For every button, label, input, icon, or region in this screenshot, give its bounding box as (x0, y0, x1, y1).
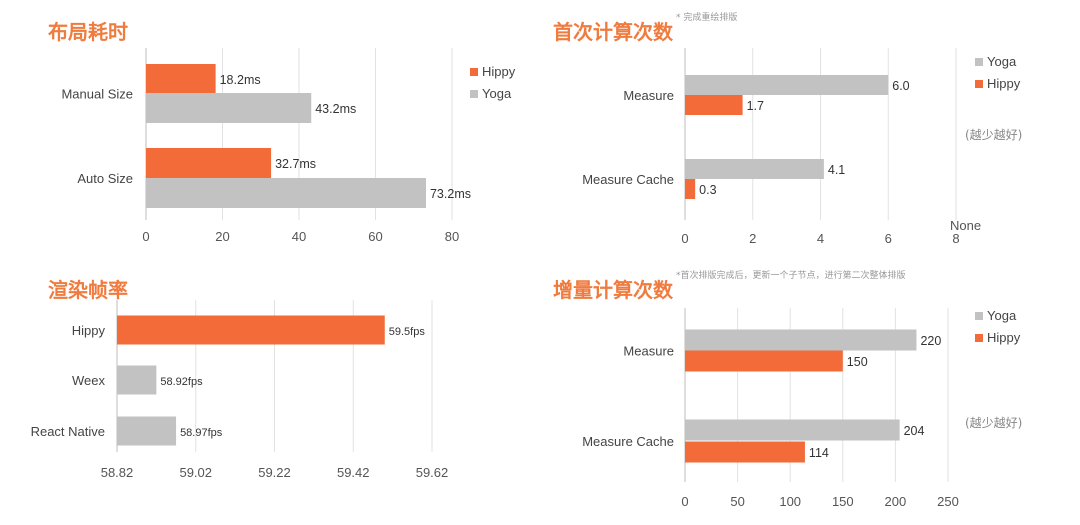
bar-value (117, 416, 177, 446)
category-label: React Native (31, 424, 105, 439)
chart-title-layout-time: 布局耗时 (48, 20, 128, 44)
legend-label: Yoga (482, 86, 512, 101)
x-tick-label: 100 (779, 494, 801, 509)
category-label: Measure (623, 344, 674, 359)
data-label: 204 (904, 424, 925, 438)
x-tick-label: 4 (817, 231, 824, 246)
x-tick-label: 200 (885, 494, 907, 509)
x-tick-label: 0 (681, 494, 688, 509)
legend-swatch (470, 68, 478, 76)
bar-hippy (685, 95, 743, 115)
data-label: 58.92fps (160, 376, 203, 388)
x-tick-label: 20 (215, 229, 229, 244)
data-label: 73.2ms (430, 187, 471, 201)
bar-yoga (146, 93, 312, 123)
legend-label: Yoga (987, 54, 1017, 69)
x-tick-label: 0 (681, 231, 688, 246)
legend-label: Hippy (987, 330, 1021, 345)
bar-hippy (685, 179, 696, 199)
data-label: 32.7ms (275, 157, 316, 171)
bar-hippy (685, 350, 843, 372)
chart-aside-incremental: (越少越好) (965, 416, 1023, 430)
x-tick-label: 59.62 (416, 465, 449, 480)
x-tick-label: 58.82 (101, 465, 134, 480)
legend-swatch (975, 312, 983, 320)
x-tick-label: 59.02 (179, 465, 212, 480)
category-label: Manual Size (61, 87, 133, 102)
x-tick-label: 59.22 (258, 465, 291, 480)
bar-yoga (685, 75, 889, 95)
legend-swatch (975, 334, 983, 342)
data-label: 150 (847, 355, 868, 369)
data-label: 4.1 (828, 163, 845, 177)
category-label: Auto Size (77, 171, 133, 186)
x-tick-label: 40 (292, 229, 306, 244)
x-tick-label: 150 (832, 494, 854, 509)
bar-yoga (146, 178, 426, 208)
category-label: Measure Cache (582, 172, 674, 187)
data-label: 18.2ms (220, 73, 261, 87)
legend-swatch (975, 80, 983, 88)
x-tick-label: 50 (730, 494, 744, 509)
data-label: 1.7 (747, 99, 764, 113)
category-label: Measure (623, 88, 674, 103)
legend-swatch (470, 90, 478, 98)
legend-swatch (975, 58, 983, 66)
bar-hippy (146, 148, 272, 178)
data-label: 6.0 (892, 79, 909, 93)
bar-yoga (685, 159, 824, 179)
legend-label: Hippy (987, 76, 1021, 91)
category-label: Measure Cache (582, 434, 674, 449)
x-tick-label: 6 (885, 231, 892, 246)
data-label: 220 (920, 334, 941, 348)
axis-extra-label: None (950, 218, 981, 233)
category-label: Weex (72, 373, 105, 388)
x-tick-label: 60 (368, 229, 382, 244)
x-tick-label: 2 (749, 231, 756, 246)
chart-title-first-calc: 首次计算次数 (553, 20, 673, 44)
legend-label: Hippy (482, 64, 516, 79)
data-label: 59.5fps (389, 326, 426, 338)
x-tick-label: 8 (952, 231, 959, 246)
bar-yoga (685, 419, 900, 441)
data-label: 114 (809, 446, 829, 460)
bar-yoga (685, 329, 917, 351)
bar-value (117, 315, 385, 345)
chart-title-fps: 渲染帧率 (48, 278, 128, 302)
data-label: 43.2ms (315, 102, 356, 116)
category-label: Hippy (72, 323, 106, 338)
chart-note-incremental: *首次排版完成后，更新一个子节点，进行第二次整体排版 (676, 271, 906, 281)
x-tick-label: 59.42 (337, 465, 370, 480)
chart-note-first-calc: * 完成重绘排版 (676, 13, 738, 23)
x-tick-label: 80 (445, 229, 459, 244)
x-tick-label: 250 (937, 494, 959, 509)
bar-value (117, 365, 157, 395)
data-label: 58.97fps (180, 427, 223, 439)
chart-aside-first-calc: (越少越好) (965, 128, 1023, 142)
data-label: 0.3 (699, 183, 716, 197)
chart-title-incremental: 增量计算次数 (553, 278, 673, 302)
legend-label: Yoga (987, 308, 1017, 323)
x-tick-label: 0 (142, 229, 149, 244)
bar-hippy (146, 64, 216, 94)
bar-hippy (685, 441, 805, 463)
